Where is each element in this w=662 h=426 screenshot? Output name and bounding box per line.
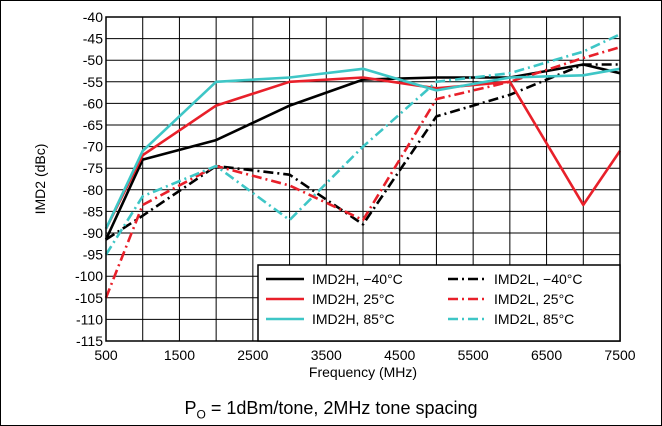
legend: IMD2H, −40°C IMD2L, −40°C IMD2H, 25°C IMD2L… bbox=[257, 264, 621, 342]
y-tick-label: -105 bbox=[75, 290, 103, 306]
legend-box bbox=[257, 264, 621, 342]
y-axis-label: IMD2 (dBc) bbox=[32, 144, 48, 215]
caption-prefix: P bbox=[184, 398, 197, 418]
legend-entry-label: IMD2H, −40°C bbox=[312, 271, 403, 287]
series-line-6 bbox=[104, 33, 621, 256]
series-line-3 bbox=[104, 76, 622, 230]
x-tick-label: 7500 bbox=[604, 347, 635, 363]
y-tick-label: -90 bbox=[83, 225, 103, 241]
y-tick-label: -75 bbox=[83, 160, 103, 176]
y-tick-label: -50 bbox=[83, 52, 103, 68]
tick-labels: -40 -45 -50 -55 -60 -65 -70 -75 -80 -85 -90 -95 -100… bbox=[75, 9, 636, 363]
y-tick-label: -85 bbox=[83, 203, 103, 219]
legend-entry-label: IMD2L, 25°C bbox=[494, 291, 574, 307]
y-tick-label: -115 bbox=[76, 333, 103, 349]
x-tick-label: 500 bbox=[94, 347, 118, 363]
x-tick-label: 6500 bbox=[531, 347, 562, 363]
y-tick-label: -100 bbox=[75, 268, 103, 284]
caption-subscript: O bbox=[196, 407, 206, 422]
y-tick-label: -80 bbox=[83, 182, 103, 198]
legend-entry-label: IMD2L, 85°C bbox=[494, 311, 574, 327]
x-tick-label: 2500 bbox=[237, 347, 268, 363]
legend-entry-label: IMD2H, 25°C bbox=[312, 291, 395, 307]
y-tick-label: -110 bbox=[76, 311, 103, 327]
chart-caption: PO = 1dBm/tone, 2MHz tone spacing bbox=[0, 398, 662, 422]
y-tick-label: -40 bbox=[83, 9, 103, 25]
x-tick-label: 5500 bbox=[458, 347, 489, 363]
x-tick-label: 1500 bbox=[164, 347, 195, 363]
y-tick-label: -70 bbox=[83, 139, 103, 155]
x-axis-label: Frequency (MHz) bbox=[309, 364, 417, 380]
y-tick-label: -65 bbox=[83, 117, 103, 133]
series-lines bbox=[104, 33, 622, 299]
caption-suffix: = 1dBm/tone, 2MHz tone spacing bbox=[205, 398, 478, 418]
y-tick-label: -45 bbox=[83, 31, 103, 47]
series-line-1 bbox=[104, 63, 621, 241]
series-line-5 bbox=[104, 67, 621, 230]
y-tick-label: -55 bbox=[83, 74, 103, 90]
y-tick-label: -60 bbox=[83, 95, 103, 111]
legend-entry-label: IMD2H, 85°C bbox=[312, 311, 395, 327]
x-tick-label: 3500 bbox=[311, 347, 342, 363]
y-tick-label: -95 bbox=[83, 247, 103, 263]
legend-entry-label: IMD2L, −40°C bbox=[494, 271, 582, 287]
series-line-2 bbox=[105, 63, 620, 241]
x-tick-label: 4500 bbox=[384, 347, 415, 363]
series-line-4 bbox=[104, 45, 621, 299]
